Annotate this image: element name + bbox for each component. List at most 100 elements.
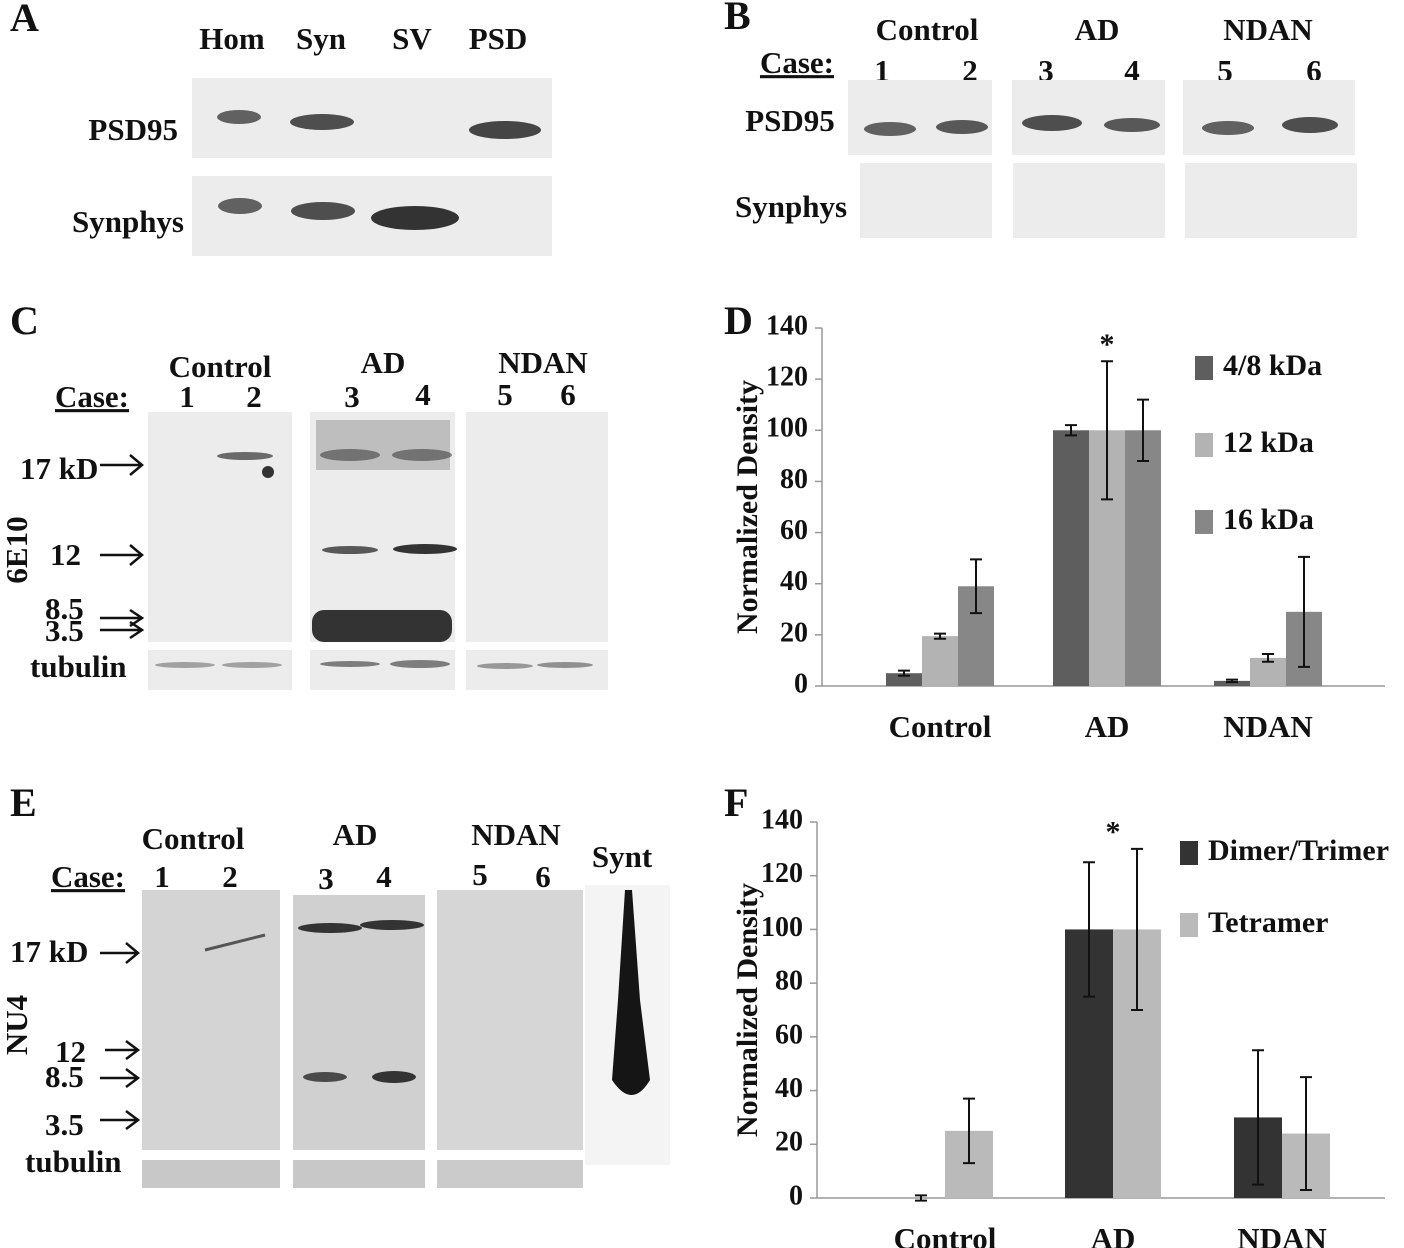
y-axis-label: Normalized Density <box>731 883 764 1137</box>
band <box>298 923 362 933</box>
lane-label: 2 <box>962 53 978 88</box>
blot <box>142 890 280 1150</box>
lane-label: 3 <box>1038 53 1054 88</box>
error-bar <box>1065 424 1077 437</box>
antibody-label: 6E10 <box>0 516 34 583</box>
x-tick-label: NDAN <box>1237 1221 1327 1248</box>
blot <box>293 895 425 1150</box>
band <box>312 610 452 642</box>
band <box>303 1072 347 1082</box>
lane-label: 2 <box>246 379 262 414</box>
x-tick-label: AD <box>1091 1221 1136 1248</box>
lane-label: 6 <box>1306 53 1322 88</box>
panel-e: E Control AD NDAN Synt Case: 1 2 3 4 5 6… <box>0 780 670 1188</box>
row-label: PSD95 <box>88 112 178 147</box>
group-label: NDAN <box>1223 12 1313 47</box>
band <box>155 662 215 668</box>
marker-label: 8.5 <box>45 591 84 626</box>
group-label: AD <box>333 817 378 852</box>
panel-letter: C <box>10 298 39 343</box>
y-tick-label: 60 <box>775 1019 803 1050</box>
lane-label: 4 <box>1124 53 1140 88</box>
error-bar <box>1298 555 1310 668</box>
lane-label: Hom <box>199 21 265 56</box>
loading-label: tubulin <box>25 1144 122 1179</box>
band <box>320 449 380 461</box>
x-tick-label: Control <box>889 709 992 744</box>
marker-label: 3.5 <box>45 1107 84 1142</box>
blot <box>848 80 992 155</box>
arrows <box>100 942 141 1130</box>
band <box>393 544 457 554</box>
group-label: AD <box>1075 12 1120 47</box>
blot <box>1185 163 1357 238</box>
marker-label: 17 kD <box>10 934 88 969</box>
annotation: * <box>1100 328 1115 361</box>
band <box>537 662 593 668</box>
bar <box>886 673 922 686</box>
panel-b: B Control AD NDAN Case: 1 2 3 4 5 6 PSD9… <box>724 0 1357 238</box>
lane-label: 5 <box>1217 53 1233 88</box>
error-bar <box>1252 1049 1264 1186</box>
band <box>392 449 452 461</box>
legend-label: 16 kDa <box>1223 503 1314 536</box>
legend-swatch <box>1195 433 1213 457</box>
row-label: PSD95 <box>745 103 835 138</box>
lane-label: PSD <box>469 21 528 56</box>
band <box>372 1071 416 1083</box>
band <box>290 114 354 130</box>
lane-label: 3 <box>344 379 360 414</box>
y-tick-label: 80 <box>780 464 808 495</box>
loading-label: tubulin <box>30 649 127 684</box>
panel-a: A Hom Syn SV PSD PSD95 Synphys <box>10 0 552 256</box>
panel-letter: F <box>724 780 748 825</box>
band <box>316 420 450 470</box>
y-tick-label: 20 <box>775 1127 803 1158</box>
lane-label: 4 <box>376 859 392 894</box>
error-bar <box>1226 678 1238 684</box>
marker-label: 3.5 <box>45 613 84 648</box>
group-label: NDAN <box>498 345 588 380</box>
case-label: Case: <box>760 45 834 80</box>
case-label: Case: <box>55 379 129 414</box>
panel-letter: D <box>724 298 753 343</box>
row-label: Synphys <box>72 204 184 239</box>
panel-letter: B <box>724 0 751 38</box>
group-label: Control <box>169 349 272 384</box>
error-bar <box>1083 861 1095 998</box>
band <box>936 120 988 134</box>
blot <box>1183 80 1355 155</box>
blot <box>148 650 292 690</box>
lane-label: SV <box>392 21 432 56</box>
legend-swatch <box>1180 841 1198 865</box>
group-label: Control <box>876 12 979 47</box>
bar <box>922 636 958 686</box>
error-bar <box>1131 847 1143 1011</box>
band <box>1104 118 1160 132</box>
marker-label: 8.5 <box>45 1059 84 1094</box>
error-bar <box>898 669 910 677</box>
bar <box>1053 430 1089 686</box>
band <box>612 890 650 1095</box>
y-tick-label: 100 <box>766 413 808 444</box>
lane-label: 4 <box>415 377 431 412</box>
error-bar <box>1137 398 1149 462</box>
band <box>322 546 378 554</box>
band <box>218 198 262 214</box>
error-bar <box>934 632 946 640</box>
error-bar <box>1101 360 1113 501</box>
arrows <box>100 454 145 640</box>
y-tick-label: 140 <box>766 310 808 341</box>
band <box>390 660 450 668</box>
y-tick-label: 80 <box>775 966 803 997</box>
blot <box>466 412 608 642</box>
band <box>371 206 459 230</box>
y-tick-label: 140 <box>761 804 803 835</box>
blot <box>142 1160 280 1188</box>
y-tick-label: 40 <box>775 1073 803 1104</box>
legend-swatch <box>1195 510 1213 534</box>
band <box>360 920 424 930</box>
band <box>222 662 282 668</box>
annotation: * <box>1106 816 1121 849</box>
lane-label: 5 <box>497 377 513 412</box>
